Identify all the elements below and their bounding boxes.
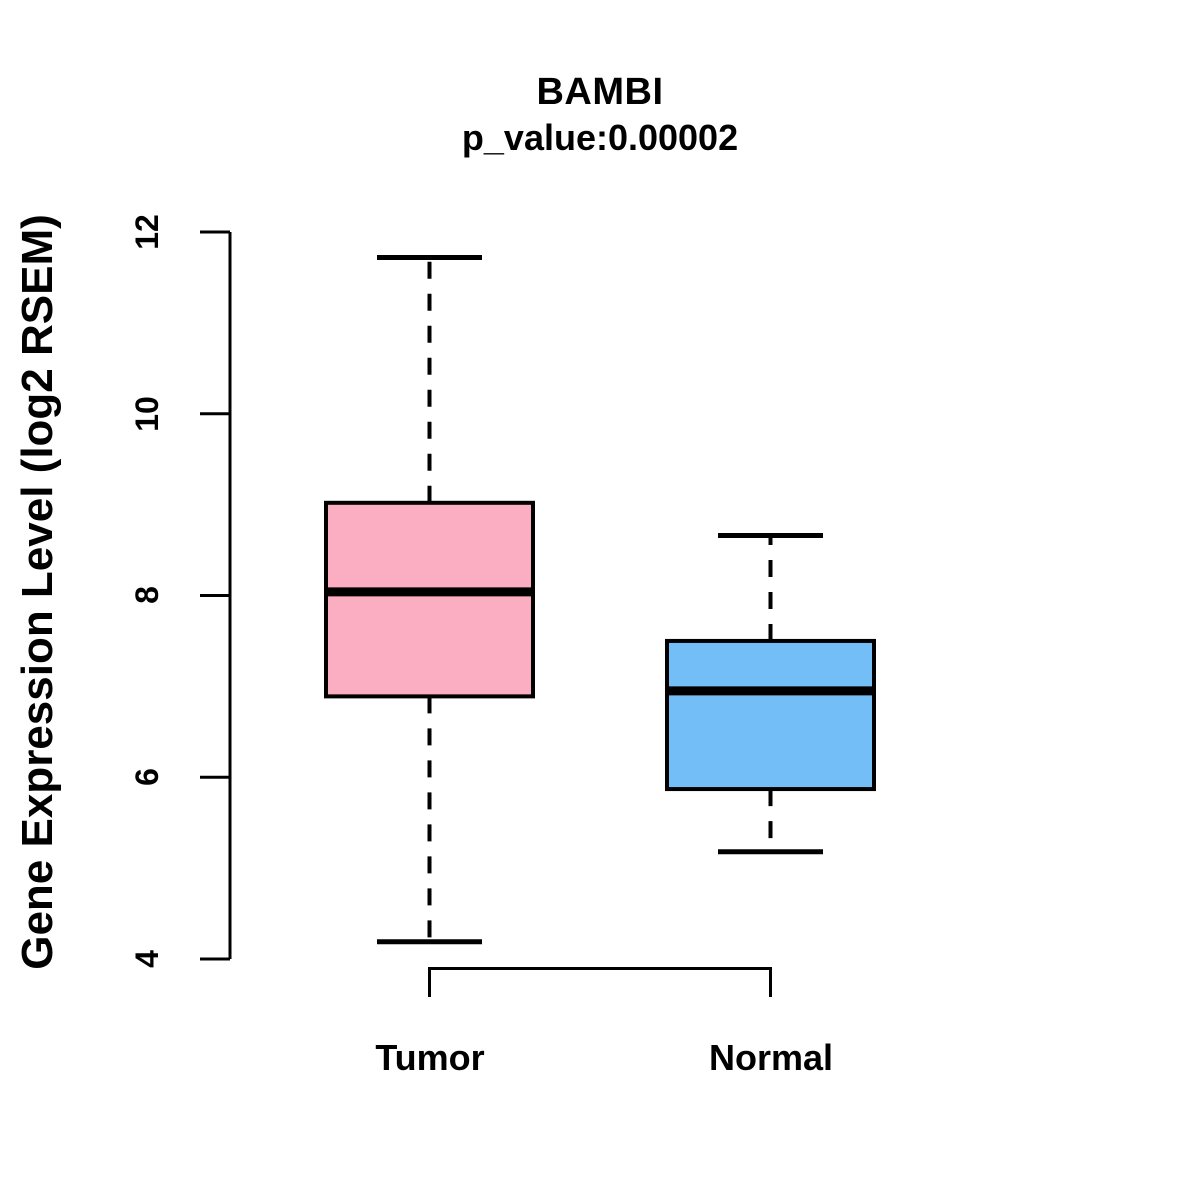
normal-box [665, 638, 876, 792]
y-tick-label-4: 4 [129, 950, 165, 968]
x-category-label-normal: Normal [708, 1037, 834, 1078]
chart-title: BAMBI [536, 71, 664, 113]
y-tick-label-12: 12 [129, 214, 165, 250]
x-axis-bracket [428, 967, 772, 997]
x-category-label-tumor: Tumor [375, 1037, 485, 1078]
y-tick-label-6: 6 [129, 768, 165, 786]
chart-subtitle: p_value:0.00002 [461, 117, 739, 158]
tumor-box [324, 500, 535, 699]
y-tick-label-10: 10 [129, 396, 165, 432]
y-axis-label: Gene Expression Level (log2 RSEM) [13, 214, 62, 970]
y-tick-label-8: 8 [129, 586, 165, 604]
